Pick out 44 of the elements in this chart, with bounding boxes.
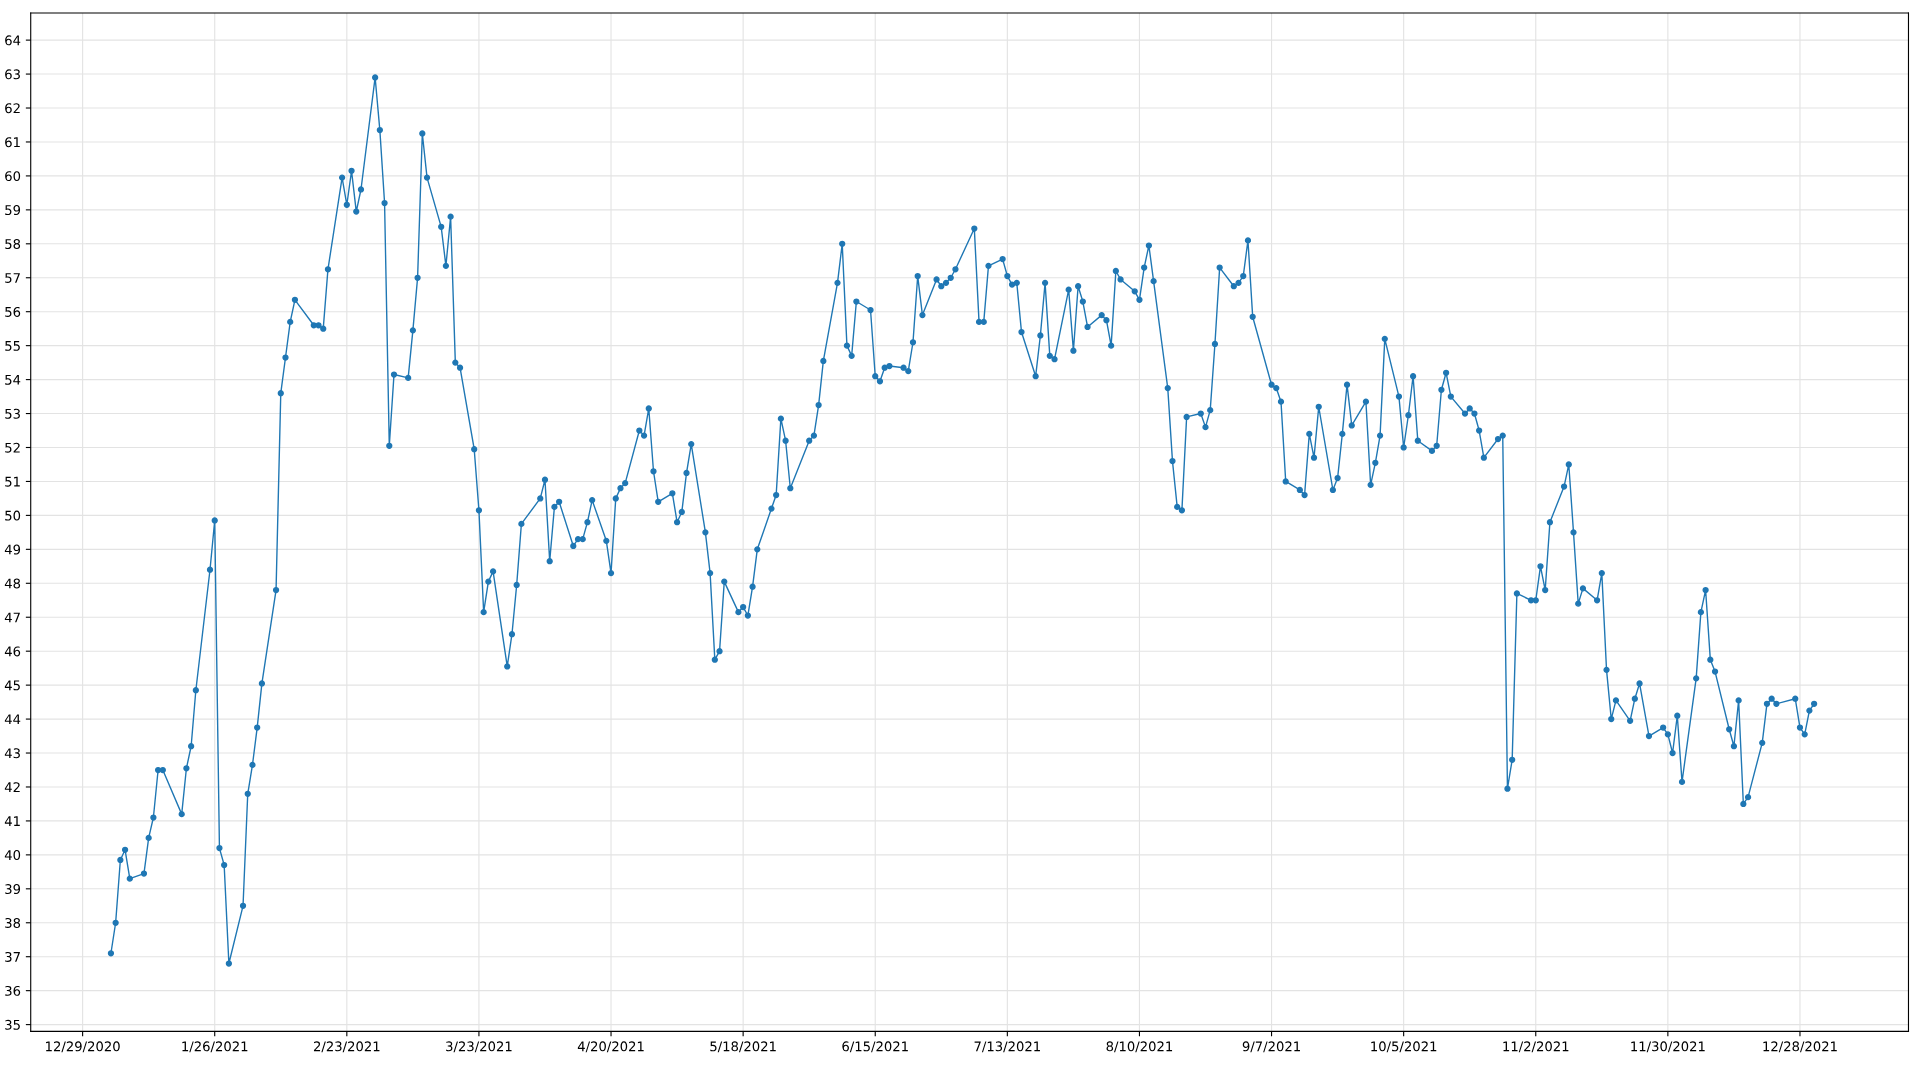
x-tick-label: 11/30/2021 [1631, 1041, 1705, 1053]
y-tick-label: 38 [5, 917, 21, 928]
x-tick-label: 10/5/2021 [1371, 1041, 1437, 1053]
x-tick-label: 9/7/2021 [1242, 1041, 1300, 1053]
x-tick-label: 7/13/2021 [974, 1041, 1040, 1053]
y-tick-label: 37 [5, 951, 20, 962]
y-tick-label: 42 [4, 782, 20, 792]
y-tick-label: 44 [4, 714, 21, 725]
y-tick-label: 39 [5, 884, 21, 895]
y-tick-label: 59 [5, 205, 21, 216]
x-tick-label: 8/10/2021 [1106, 1041, 1173, 1053]
y-tick-label: 60 [5, 171, 21, 182]
y-tick-label: 43 [4, 748, 20, 759]
y-tick-label: 52 [5, 442, 20, 453]
x-tick-label: 4/20/2021 [577, 1041, 644, 1053]
y-tick-label: 64 [5, 35, 21, 46]
y-tick-label: 63 [5, 69, 20, 80]
y-tick-label: 51 [5, 476, 20, 487]
y-tick-label: 36 [5, 985, 21, 996]
y-tick-label: 41 [4, 816, 20, 826]
x-tick-label: 5/18/2021 [710, 1041, 776, 1053]
x-tick-label: 11/2/2021 [1503, 1041, 1569, 1053]
y-tick-label: 35 [5, 1019, 20, 1030]
x-tick-label: 1/26/2021 [182, 1041, 248, 1053]
y-tick-label: 47 [4, 612, 20, 623]
y-tick-label: 62 [5, 103, 20, 114]
x-tick-label: 6/15/2021 [842, 1041, 908, 1053]
y-tick-label: 50 [5, 510, 21, 521]
x-tick-label: 2/23/2021 [313, 1041, 380, 1053]
x-tick-label: 12/29/2020 [46, 1041, 120, 1053]
y-tick-label: 46 [4, 646, 21, 657]
x-tick-label: 12/28/2021 [1763, 1041, 1837, 1053]
y-tick-label: 54 [5, 374, 21, 385]
y-tick-label: 61 [5, 137, 20, 148]
x-tick-label: 3/23/2021 [446, 1041, 512, 1053]
y-tick-label: 40 [4, 850, 21, 861]
y-tick-label: 58 [5, 239, 21, 250]
y-tick-label: 57 [5, 273, 20, 283]
y-tick-label: 55 [5, 341, 20, 351]
y-tick-label: 48 [4, 578, 21, 589]
y-tick-label: 53 [5, 408, 20, 419]
y-tick-label: 49 [4, 544, 21, 555]
y-tick-label: 45 [4, 680, 20, 691]
y-tick-label: 56 [5, 306, 21, 317]
